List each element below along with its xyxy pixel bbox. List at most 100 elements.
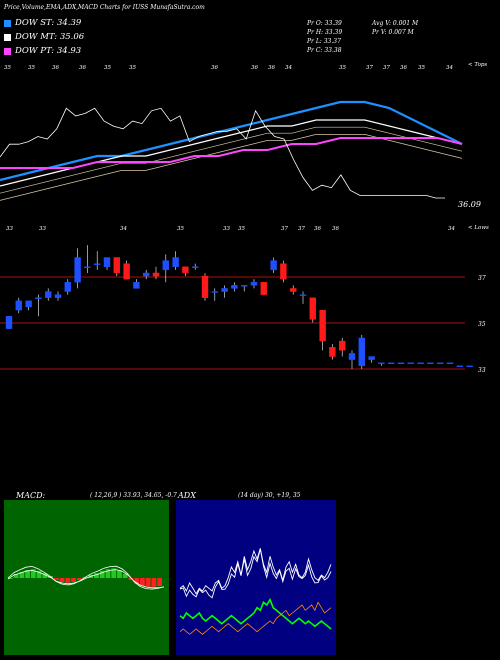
macd-bar-positive <box>105 569 111 578</box>
macd-line <box>7 565 165 590</box>
chart-title: Price,Volume,EMA,ADX,MACD Charts for IUS… <box>4 4 205 11</box>
macd-bar-negative <box>65 578 71 583</box>
candle-up <box>378 362 385 364</box>
candle-down <box>123 263 130 280</box>
bottom-tick-label: 34 <box>448 226 455 232</box>
macd-bar-positive <box>94 573 99 578</box>
macd-bar-negative <box>157 578 162 586</box>
macd-params: ( 12,26,9 ) 33.93, 34.65, -0.7 <box>90 492 177 499</box>
candle-down <box>113 257 121 274</box>
macd-bar-negative <box>145 578 151 587</box>
macd-bar-positive <box>19 572 25 578</box>
top-tick-label: 36 <box>400 65 407 71</box>
candle-up <box>456 365 463 368</box>
candle-up <box>231 285 238 289</box>
candle-up <box>250 282 258 286</box>
top-tick-label: 34 <box>285 65 292 71</box>
candle-up <box>93 263 101 265</box>
candle-up <box>133 282 140 289</box>
candle-down <box>280 263 287 280</box>
candle-up <box>299 294 307 296</box>
macd-bar-positive <box>8 578 13 579</box>
candle-down <box>309 297 316 320</box>
top-tick-label: 37 <box>383 65 390 71</box>
legend-item-st: DOW ST: 34.39 <box>4 18 81 28</box>
adx-secondary-line <box>179 549 332 599</box>
top-tick-label: 36 <box>251 65 258 71</box>
candle-up <box>5 316 13 329</box>
macd-bar-negative <box>134 578 140 584</box>
candle-up <box>270 260 277 271</box>
candle-down <box>201 275 209 298</box>
macd-bar-negative <box>151 578 157 587</box>
candle-up <box>162 260 170 271</box>
top-tick-labels: 35 35 36 36 35 35 36 36 36 34 35 37 37 36 35 34 <box>4 65 453 71</box>
bottom-tick-label: 33 <box>39 226 46 232</box>
candle-up <box>84 266 91 268</box>
top-tick-label: 35 <box>418 65 425 71</box>
candles <box>5 245 473 369</box>
minus-di-line <box>179 601 332 635</box>
top-tick-label: 35 <box>104 65 111 71</box>
ema-line-dow-pt <box>0 137 463 169</box>
candle-up <box>64 282 72 292</box>
top-tick-label: 36 <box>79 65 86 71</box>
legend-swatch-mt <box>4 33 11 41</box>
bottom-tick-labels: 33 33 34 35 33 35 37 37 36 36 34 <box>6 226 455 232</box>
candle-up <box>54 294 62 298</box>
ema-band-line <box>0 126 463 194</box>
candle-up <box>25 300 32 308</box>
candle-up <box>45 291 52 298</box>
candle-up <box>437 362 444 364</box>
pr-high: Pr H: 33.39 <box>307 29 343 36</box>
ema-lines <box>0 100 463 201</box>
avg-volume: Avg V: 0.001 M <box>372 20 419 27</box>
adx-params: (14 day) 30, +19, 35 <box>238 492 301 499</box>
macd-title: MACD: <box>16 491 46 500</box>
candle-up <box>142 272 150 277</box>
lows-label: < Lows <box>468 225 489 231</box>
candle-up <box>466 365 473 368</box>
bottom-tick-label: 36 <box>332 226 339 232</box>
candle-down <box>290 288 297 292</box>
candle-up <box>15 300 23 311</box>
top-tick-label: 34 <box>446 65 453 71</box>
macd-bar-positive <box>122 574 128 578</box>
macd-bar-positive <box>99 570 105 578</box>
bottom-tick-label: 33 <box>223 226 230 232</box>
candle-up <box>211 291 219 293</box>
adx-line <box>179 548 332 595</box>
ema-line-dow-st <box>0 100 463 182</box>
candle-down <box>319 309 326 342</box>
top-tick-label: 37 <box>366 65 373 71</box>
top-tick-label: 35 <box>28 65 35 71</box>
macd-chart <box>4 500 169 655</box>
bottom-tick-label: 33 <box>6 226 13 232</box>
legend-label-st: DOW ST: 34.39 <box>15 18 82 28</box>
macd-bar-positive <box>36 570 42 578</box>
bottom-tick-label: 35 <box>238 226 245 232</box>
legend-label-pt: DOW PT: 34.93 <box>15 46 82 56</box>
bottom-tick-label: 37 <box>281 226 288 232</box>
macd-bar-negative <box>59 578 65 582</box>
tops-label: < Tops <box>468 62 487 68</box>
macd-bar-positive <box>25 570 30 578</box>
macd-bar-negative <box>128 578 134 580</box>
macd-bar-negative <box>53 578 59 580</box>
candle-up <box>74 257 81 283</box>
candle-down <box>152 272 160 277</box>
candle-up <box>407 362 414 364</box>
ema-band-line <box>0 134 463 201</box>
bottom-tick-label: 36 <box>314 226 321 232</box>
candle-up <box>397 362 405 364</box>
candle-up <box>358 337 365 367</box>
adx-title: ADX <box>178 491 196 500</box>
candle-up <box>191 266 199 268</box>
top-tick-label: 35 <box>129 65 136 71</box>
pr-open: Pr O: 33.39 <box>307 20 342 27</box>
legend-swatch-st <box>4 19 11 27</box>
price-label-33: 33 <box>478 367 486 374</box>
candle-down <box>329 347 336 357</box>
macd-bar-negative <box>71 578 76 582</box>
candle-up <box>35 297 42 299</box>
